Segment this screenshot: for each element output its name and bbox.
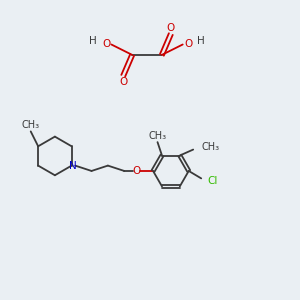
Text: CH₃: CH₃ — [148, 130, 166, 141]
Text: H: H — [197, 36, 205, 46]
Text: O: O — [184, 40, 192, 50]
Text: O: O — [167, 22, 175, 32]
Text: N: N — [69, 160, 77, 171]
Text: Cl: Cl — [207, 176, 218, 186]
Text: CH₃: CH₃ — [22, 120, 40, 130]
Text: H: H — [89, 36, 97, 46]
Text: O: O — [119, 77, 128, 87]
Text: O: O — [133, 166, 141, 176]
Text: O: O — [102, 40, 110, 50]
Text: CH₃: CH₃ — [202, 142, 220, 152]
